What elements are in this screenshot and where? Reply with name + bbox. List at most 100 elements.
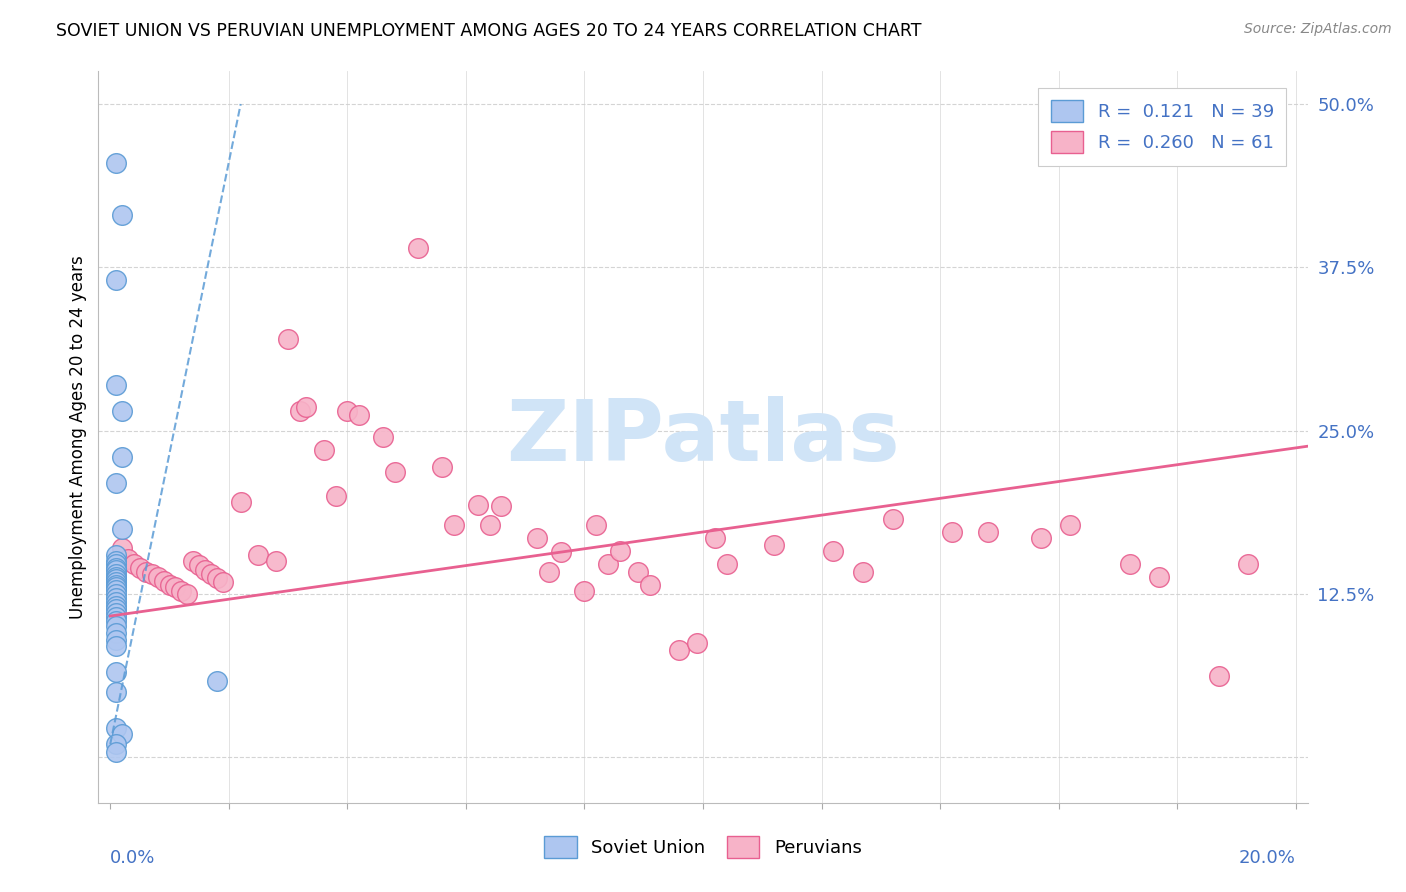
Point [105, 580, 128, 594]
Point [277, 332, 299, 346]
Point [105, 587, 128, 601]
Point [105, 722, 128, 736]
Point [205, 571, 228, 585]
Point [467, 498, 489, 512]
Point [105, 560, 128, 574]
Point [111, 521, 134, 535]
Point [194, 563, 217, 577]
Point [598, 557, 620, 571]
Point [550, 545, 572, 559]
Point [105, 632, 128, 647]
Point [111, 450, 134, 464]
Text: SOVIET UNION VS PERUVIAN UNEMPLOYMENT AMONG AGES 20 TO 24 YEARS CORRELATION CHAR: SOVIET UNION VS PERUVIAN UNEMPLOYMENT AM… [56, 22, 922, 40]
Point [105, 377, 128, 392]
Point [526, 531, 548, 545]
Point [1208, 669, 1230, 683]
Point [574, 584, 596, 599]
Point [105, 582, 128, 597]
Legend: Soviet Union, Peruvians: Soviet Union, Peruvians [536, 827, 870, 867]
Point [105, 570, 128, 584]
Point [105, 595, 128, 609]
Point [371, 430, 394, 444]
Point [668, 643, 690, 657]
Point [152, 574, 174, 588]
Point [105, 577, 128, 591]
Point [478, 517, 501, 532]
Text: ZIPatlas: ZIPatlas [506, 395, 900, 479]
Point [111, 726, 134, 740]
Point [312, 443, 335, 458]
Point [105, 610, 128, 624]
Point [105, 745, 128, 759]
Point [347, 408, 370, 422]
Point [1237, 557, 1260, 571]
Point [1029, 531, 1052, 545]
Point [627, 565, 650, 579]
Point [609, 543, 631, 558]
Point [941, 525, 963, 540]
Point [188, 558, 211, 573]
Point [117, 551, 139, 566]
Point [105, 619, 128, 633]
Point [105, 557, 128, 571]
Point [111, 208, 134, 222]
Point [135, 565, 157, 579]
Point [105, 575, 128, 590]
Point [181, 554, 204, 568]
Point [159, 577, 181, 591]
Point [105, 607, 128, 621]
Point [976, 525, 998, 540]
Point [105, 602, 128, 616]
Point [170, 584, 193, 599]
Point [105, 665, 128, 680]
Point [105, 591, 128, 605]
Point [105, 548, 128, 562]
Point [105, 475, 128, 490]
Point [105, 563, 128, 577]
Point [703, 531, 725, 545]
Y-axis label: Unemployment Among Ages 20 to 24 years: Unemployment Among Ages 20 to 24 years [69, 255, 87, 619]
Point [205, 674, 228, 689]
Point [443, 517, 465, 532]
Point [176, 587, 198, 601]
Point [111, 541, 134, 555]
Text: 0.0%: 0.0% [110, 848, 156, 866]
Point [1059, 517, 1081, 532]
Point [141, 567, 163, 582]
Point [105, 614, 128, 628]
Point [105, 273, 128, 287]
Point [122, 557, 145, 571]
Point [165, 580, 187, 594]
Text: 20.0%: 20.0% [1239, 848, 1296, 866]
Point [408, 241, 430, 255]
Point [1119, 557, 1142, 571]
Point [686, 636, 709, 650]
Point [111, 404, 134, 418]
Point [336, 404, 359, 418]
Point [105, 737, 128, 751]
Point [105, 567, 128, 582]
Point [763, 539, 786, 553]
Point [432, 460, 454, 475]
Point [146, 570, 169, 584]
Point [491, 500, 513, 514]
Point [105, 573, 128, 587]
Point [105, 639, 128, 653]
Point [105, 599, 128, 613]
Point [288, 404, 311, 418]
Point [229, 495, 252, 509]
Point [384, 466, 406, 480]
Point [295, 400, 318, 414]
Point [537, 565, 560, 579]
Point [105, 685, 128, 699]
Point [823, 543, 845, 558]
Point [129, 560, 152, 574]
Point [638, 577, 661, 591]
Point [852, 565, 875, 579]
Point [1149, 570, 1171, 584]
Point [105, 626, 128, 640]
Point [105, 156, 128, 170]
Point [264, 554, 287, 568]
Point [247, 548, 270, 562]
Point [716, 557, 738, 571]
